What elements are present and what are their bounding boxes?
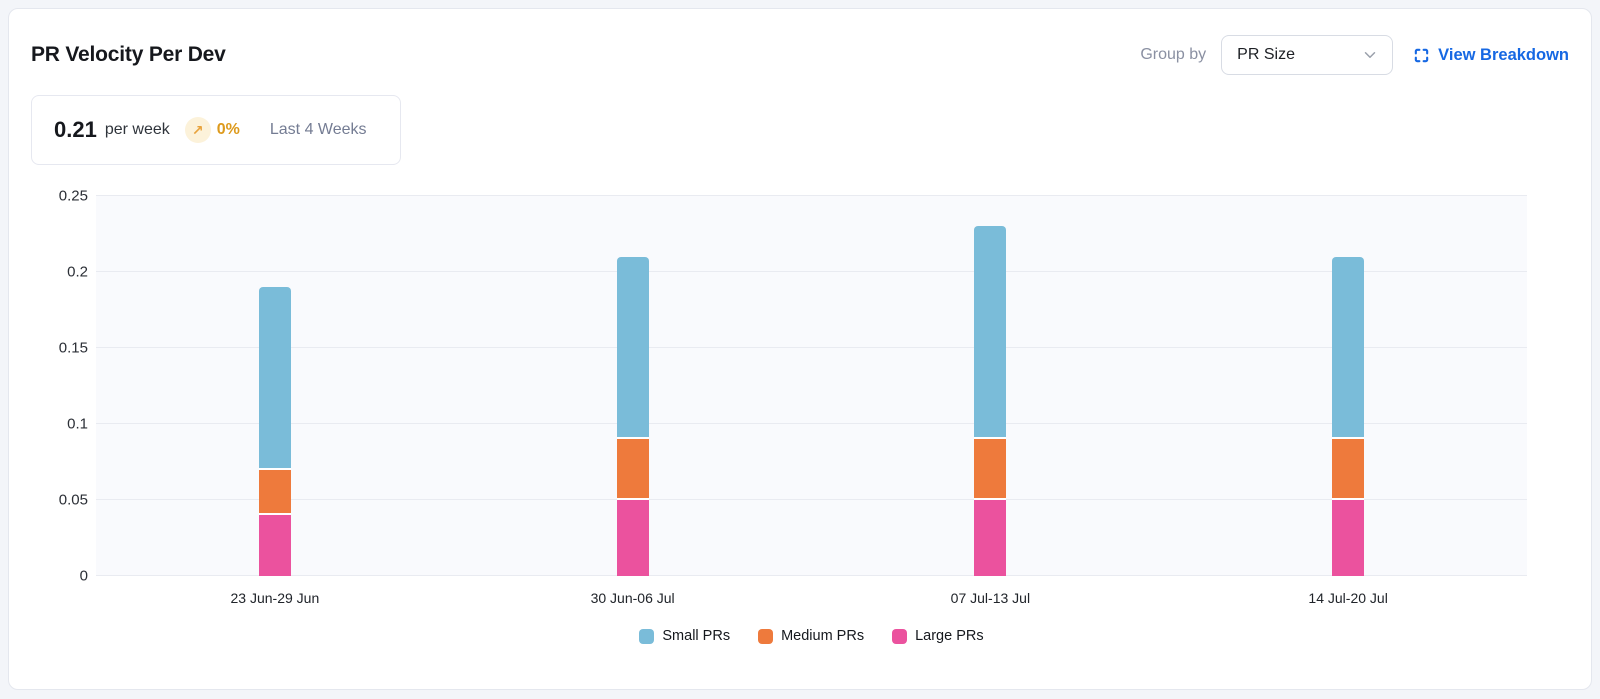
legend-item[interactable]: Large PRs (892, 628, 984, 644)
group-by-select[interactable]: PR Size (1221, 35, 1394, 75)
legend-label: Medium PRs (781, 628, 865, 644)
gridline (96, 423, 1527, 424)
pr-velocity-card: PR Velocity Per Dev Group by PR Size Vie… (8, 8, 1592, 690)
y-tick-label: 0.1 (67, 415, 88, 433)
y-tick-label: 0 (79, 567, 88, 585)
legend-label: Small PRs (662, 628, 731, 644)
bar-stack[interactable] (1332, 196, 1365, 576)
legend-label: Large PRs (915, 628, 984, 644)
bar-segment[interactable] (258, 515, 291, 576)
gridline (96, 271, 1527, 272)
y-tick-label: 0.25 (58, 187, 88, 205)
bar-segment[interactable] (258, 469, 291, 516)
trend-badge: ↗ 0% (184, 117, 240, 143)
bar-segment[interactable] (974, 439, 1007, 500)
gridline (96, 575, 1527, 576)
x-axis-label: 07 Jul-13 Jul (950, 590, 1031, 606)
summary-card: 0.21 per week ↗ 0% Last 4 Weeks (31, 95, 401, 165)
card-header: PR Velocity Per Dev Group by PR Size Vie… (31, 9, 1569, 75)
legend-swatch (639, 628, 655, 644)
expand-icon (1414, 48, 1429, 62)
legend-swatch (758, 628, 774, 644)
bar-segment[interactable] (616, 500, 649, 576)
chevron-down-icon (1364, 52, 1376, 58)
legend: Small PRs Medium PRs Large PRs (96, 628, 1527, 644)
group-by-label: Group by (1140, 46, 1207, 63)
page-title: PR Velocity Per Dev (31, 43, 226, 66)
bar-stack[interactable] (974, 196, 1007, 576)
bar-segment[interactable] (616, 439, 649, 500)
y-tick-label: 0.15 (58, 339, 88, 357)
legend-item[interactable]: Small PRs (639, 628, 730, 644)
y-tick-label: 0.2 (67, 263, 88, 281)
gridline (96, 347, 1527, 348)
gridline (96, 499, 1527, 500)
bar-segment[interactable] (616, 256, 649, 440)
legend-swatch (892, 628, 908, 644)
y-tick-label: 0.05 (58, 491, 88, 509)
x-axis-label: 14 Jul-20 Jul (1308, 590, 1388, 606)
x-axis-label: 23 Jun-29 Jun (230, 590, 320, 606)
bar-segment[interactable] (974, 500, 1007, 576)
stacked-bar-chart: 0 0.05 0.1 0.15 0.2 0.25 23 Jun-29 Jun 30 Jun-… (31, 189, 1569, 644)
view-breakdown-link[interactable]: View Breakdown (1413, 46, 1569, 65)
stat-unit: per week (104, 121, 170, 138)
group-by-select-value: PR Size (1237, 46, 1295, 63)
bar-segment[interactable] (1332, 500, 1365, 576)
bar-segment[interactable] (1332, 439, 1365, 500)
stat-value: 0.21 (54, 117, 97, 142)
view-breakdown-label: View Breakdown (1438, 45, 1569, 64)
x-axis: 23 Jun-29 Jun 30 Jun-06 Jul 07 Jul-13 Jul 1… (96, 576, 1527, 606)
bar-segment[interactable] (258, 287, 291, 470)
trend-up-arrow-icon: ↗ (184, 117, 211, 143)
plot-area (96, 195, 1527, 576)
bar-segment[interactable] (1332, 256, 1365, 440)
trend-percent: 0% (216, 121, 240, 138)
bar-stack[interactable] (258, 196, 291, 576)
bar-stack[interactable] (616, 196, 649, 576)
x-axis-label: 30 Jun-06 Jul (590, 590, 675, 606)
gridline (96, 195, 1527, 196)
bar-segment[interactable] (974, 226, 1007, 440)
header-controls: Group by PR Size View Breakdown (1140, 35, 1569, 75)
legend-item[interactable]: Medium PRs (758, 628, 864, 644)
stat-period: Last 4 Weeks (269, 121, 367, 138)
y-axis: 0 0.05 0.1 0.15 0.2 0.25 (31, 189, 88, 584)
